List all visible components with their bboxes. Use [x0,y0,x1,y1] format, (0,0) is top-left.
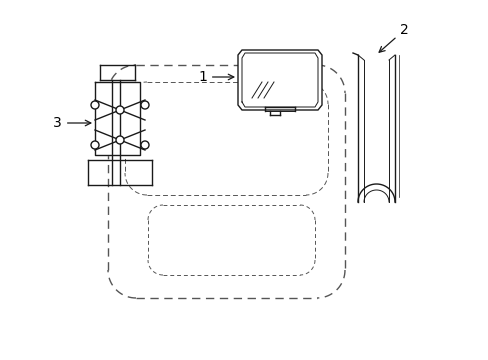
Circle shape [141,101,149,109]
Circle shape [91,101,99,109]
Circle shape [91,141,99,149]
Circle shape [116,106,124,114]
Circle shape [141,141,149,149]
Circle shape [116,136,124,144]
Polygon shape [95,82,140,155]
Text: 3: 3 [53,116,91,130]
Text: 2: 2 [378,23,408,52]
Polygon shape [238,50,321,110]
Text: 1: 1 [198,70,233,84]
